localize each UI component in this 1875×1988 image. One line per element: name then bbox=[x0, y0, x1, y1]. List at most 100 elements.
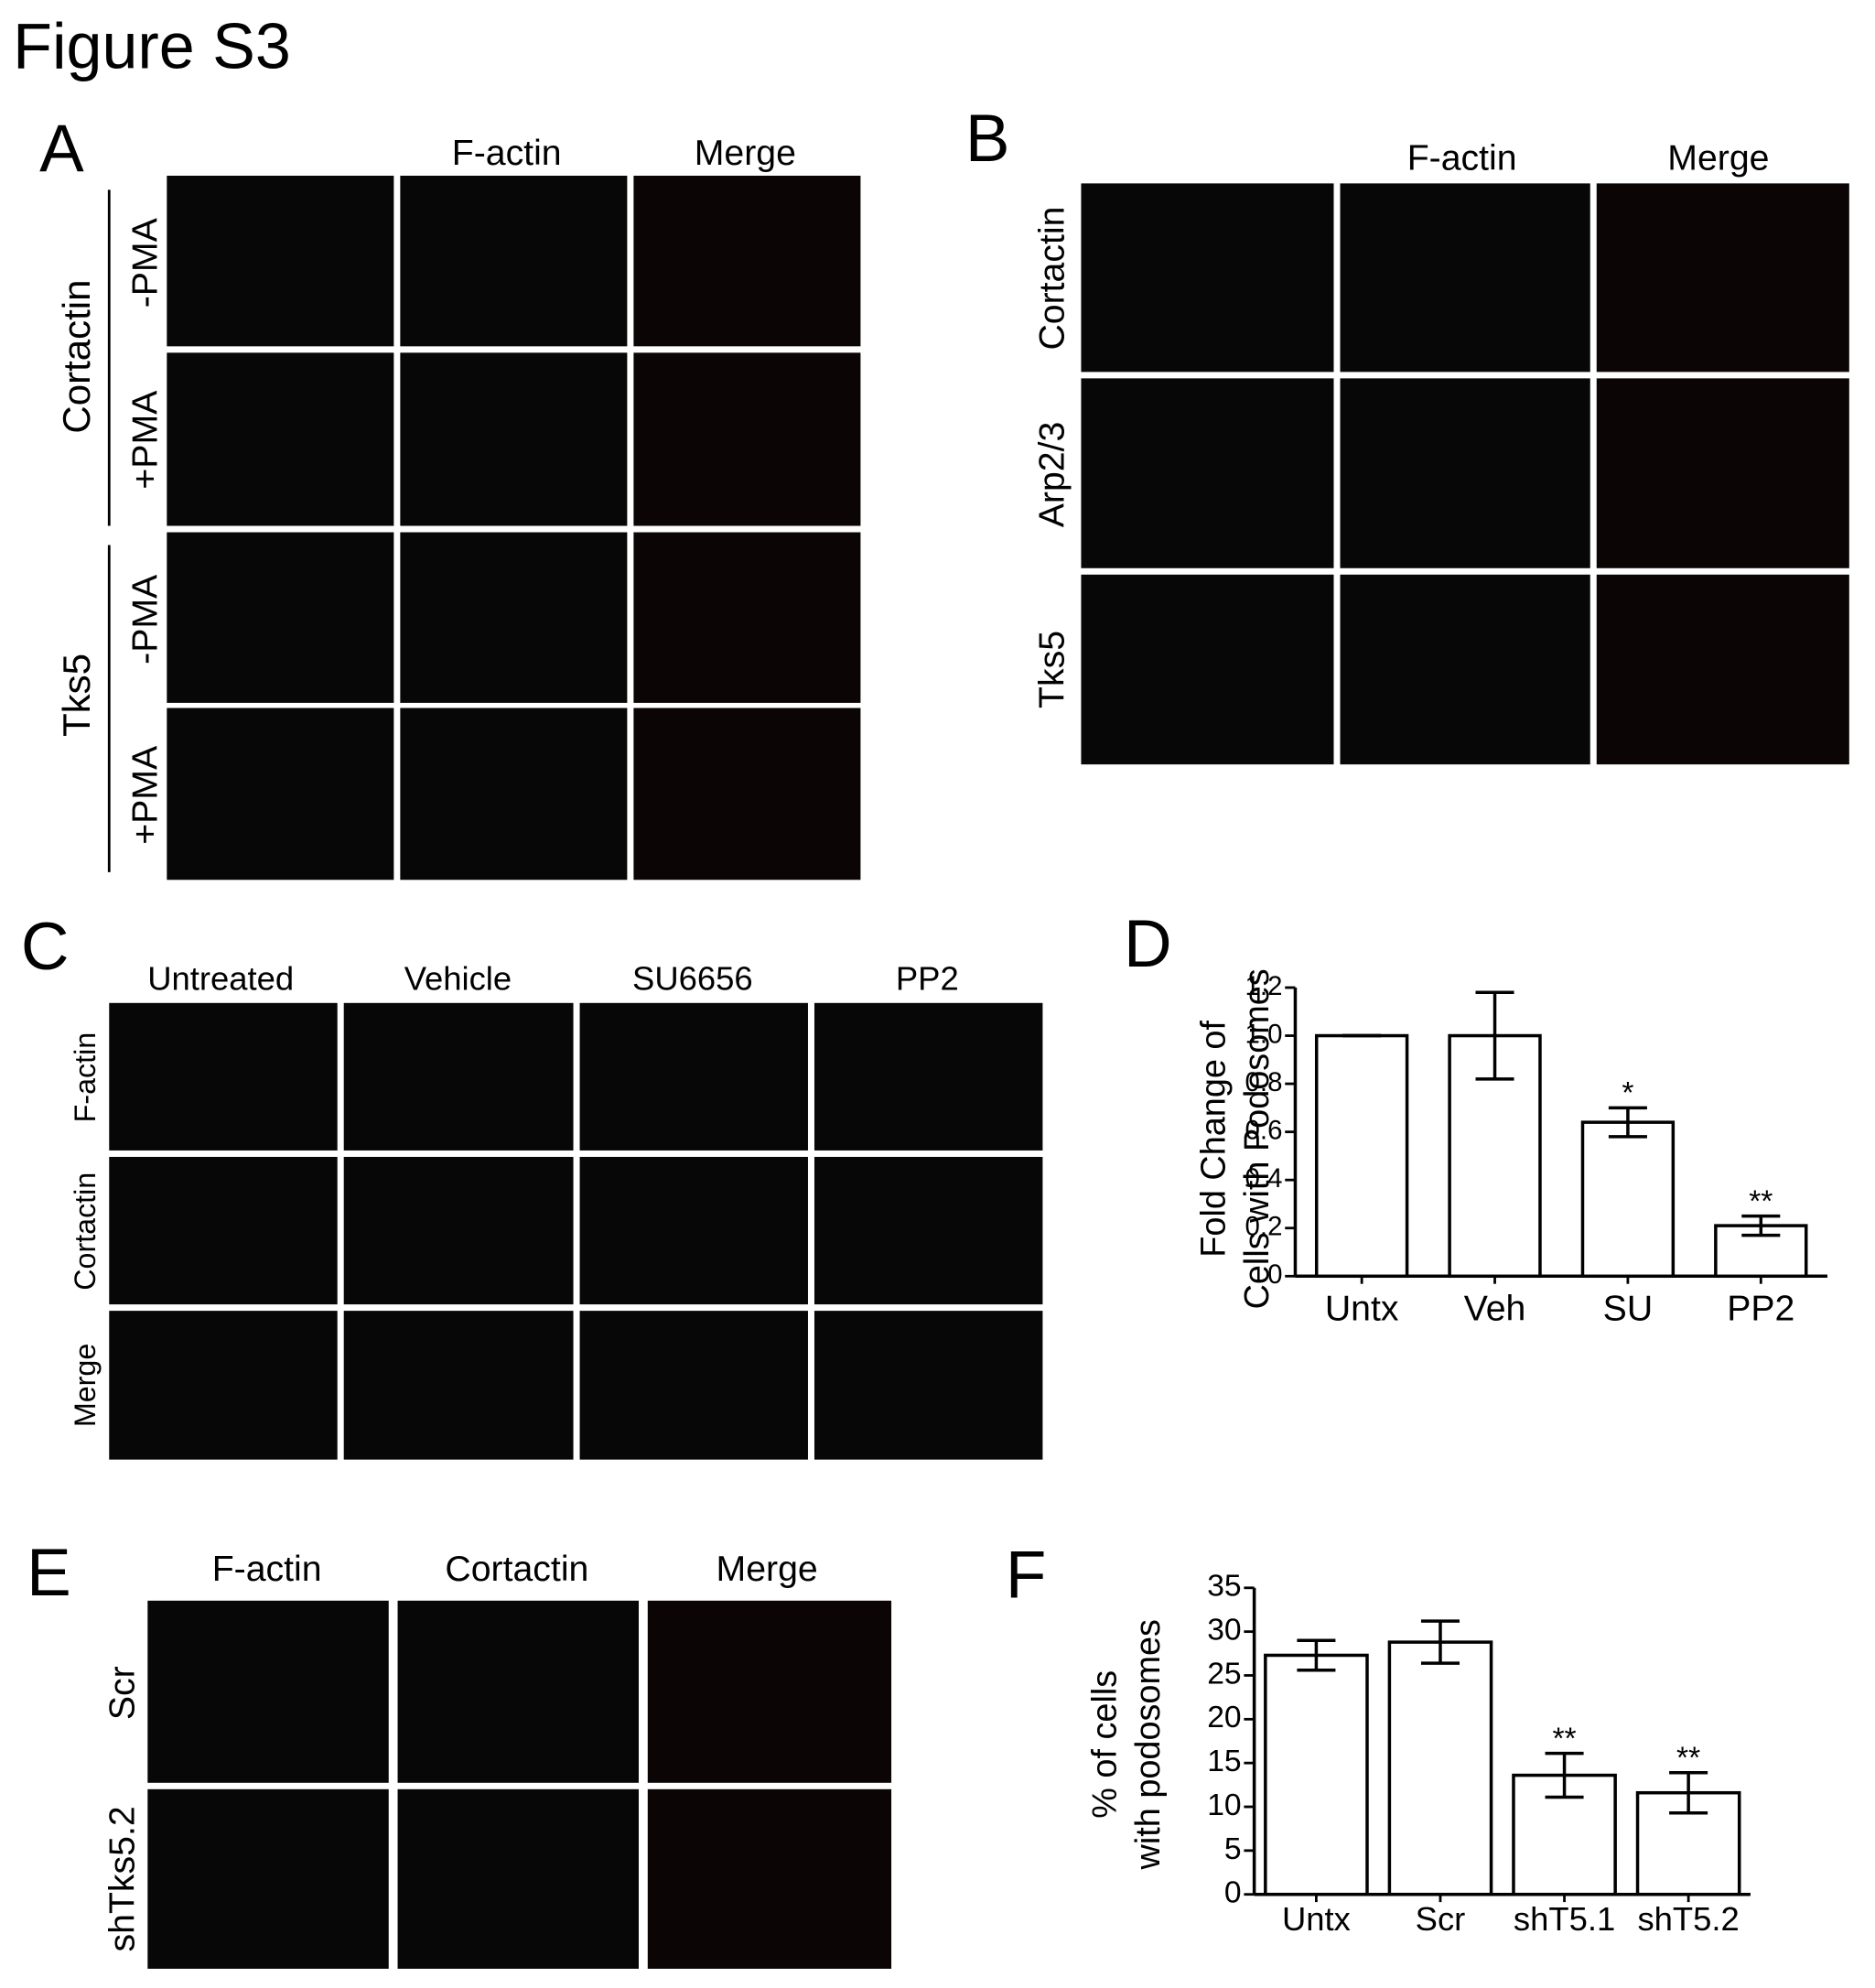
y-tick-label: 20 bbox=[1207, 1701, 1241, 1734]
micrograph bbox=[1081, 378, 1334, 568]
micrograph bbox=[167, 352, 394, 526]
row-label: -PMA bbox=[125, 574, 166, 664]
x-tick-label: SU bbox=[1603, 1288, 1653, 1328]
micrograph bbox=[167, 532, 394, 703]
micrograph bbox=[647, 1600, 892, 1783]
significance-label: ** bbox=[1676, 1742, 1700, 1776]
y-tick-label: 0.4 bbox=[1245, 1163, 1283, 1194]
micrograph bbox=[147, 1600, 389, 1783]
row-label: Merge bbox=[69, 1344, 102, 1427]
y-tick-label: 15 bbox=[1207, 1745, 1241, 1778]
micrograph bbox=[1596, 378, 1849, 568]
y-tick-label: 0.6 bbox=[1245, 1115, 1283, 1145]
row-label: +PMA bbox=[125, 745, 166, 845]
bar bbox=[1264, 1653, 1369, 1896]
row-label: -PMA bbox=[125, 217, 166, 308]
micrograph bbox=[109, 1156, 338, 1305]
y-tick-label: 0 bbox=[1267, 1259, 1282, 1290]
micrograph bbox=[814, 1002, 1043, 1151]
panel-label: D bbox=[1124, 907, 1172, 981]
y-tick-label: 0.8 bbox=[1245, 1067, 1283, 1097]
micrograph bbox=[147, 1788, 389, 1969]
micrograph bbox=[109, 1311, 338, 1460]
micrograph bbox=[397, 1600, 639, 1783]
column-label: Cortactin bbox=[445, 1549, 588, 1589]
y-tick-label: 35 bbox=[1207, 1570, 1241, 1604]
x-tick-label: PP2 bbox=[1727, 1288, 1794, 1328]
column-label: Vehicle bbox=[404, 960, 512, 998]
micrograph bbox=[1081, 574, 1334, 765]
micrograph bbox=[400, 175, 628, 347]
row-label: +PMA bbox=[125, 390, 166, 490]
micrograph bbox=[647, 1788, 892, 1969]
micrograph bbox=[167, 175, 394, 347]
y-tick-label: 0.2 bbox=[1245, 1212, 1283, 1242]
bar bbox=[1580, 1120, 1676, 1279]
y-tick-label: 1.2 bbox=[1245, 971, 1283, 1001]
y-tick-label: 25 bbox=[1207, 1657, 1241, 1691]
figure-title: Figure S3 bbox=[13, 11, 291, 82]
micrograph bbox=[633, 532, 861, 703]
micrograph bbox=[400, 352, 628, 526]
y-axis-label: % of cells bbox=[1085, 1670, 1124, 1819]
column-label: SU6656 bbox=[632, 960, 753, 998]
panel-label: B bbox=[965, 102, 1010, 176]
row-label: shTks5.2 bbox=[102, 1806, 142, 1951]
micrograph bbox=[1596, 574, 1849, 765]
column-label: F-actin bbox=[452, 133, 562, 173]
panel-label: F bbox=[1006, 1539, 1047, 1613]
micrograph bbox=[167, 708, 394, 881]
column-label: F-actin bbox=[212, 1549, 322, 1589]
micrograph bbox=[1340, 378, 1590, 568]
x-tick-label: Veh bbox=[1464, 1288, 1526, 1328]
micrograph bbox=[633, 352, 861, 526]
micrograph bbox=[343, 1002, 574, 1151]
micrograph bbox=[579, 1156, 808, 1305]
micrograph bbox=[109, 1002, 338, 1151]
micrograph bbox=[579, 1311, 808, 1460]
column-label: Merge bbox=[717, 1549, 818, 1589]
micrograph bbox=[633, 175, 861, 347]
micrograph bbox=[633, 708, 861, 881]
micrograph bbox=[814, 1311, 1043, 1460]
column-label: Merge bbox=[1667, 138, 1769, 178]
y-axis-label: Cells with Podosomes bbox=[1238, 968, 1277, 1309]
panel-label: C bbox=[21, 910, 70, 984]
significance-label: ** bbox=[1749, 1184, 1773, 1218]
column-label: Merge bbox=[695, 133, 796, 173]
y-tick-label: 10 bbox=[1207, 1788, 1241, 1822]
column-label: F-actin bbox=[1407, 138, 1517, 178]
significance-label: ** bbox=[1552, 1723, 1576, 1756]
column-label: Untreated bbox=[147, 960, 294, 998]
micrograph bbox=[400, 532, 628, 703]
micrograph bbox=[343, 1156, 574, 1305]
bar bbox=[1314, 1033, 1409, 1279]
row-label: Scr bbox=[102, 1666, 142, 1720]
row-label: Cortactin bbox=[1031, 207, 1072, 351]
y-axis-label: with podosomes bbox=[1129, 1619, 1168, 1870]
micrograph bbox=[343, 1311, 574, 1460]
x-tick-label: shT5.1 bbox=[1514, 1900, 1615, 1938]
group-label: Tks5 bbox=[55, 654, 98, 737]
bar bbox=[1387, 1640, 1493, 1896]
row-label: Arp2/3 bbox=[1031, 422, 1072, 528]
micrograph bbox=[1340, 183, 1590, 373]
micrograph bbox=[1340, 574, 1590, 765]
row-label: Tks5 bbox=[1031, 631, 1072, 708]
significance-label: * bbox=[1622, 1076, 1633, 1110]
x-tick-label: Untx bbox=[1282, 1900, 1351, 1938]
row-label: Cortactin bbox=[69, 1172, 102, 1291]
row-label: F-actin bbox=[69, 1032, 102, 1122]
group-label: Cortactin bbox=[55, 279, 98, 433]
micrograph bbox=[579, 1002, 808, 1151]
y-tick-label: 30 bbox=[1207, 1614, 1241, 1648]
panel-label: A bbox=[39, 112, 84, 186]
x-tick-label: shT5.2 bbox=[1637, 1900, 1739, 1938]
y-tick-label: 1.0 bbox=[1245, 1019, 1283, 1049]
micrograph bbox=[400, 708, 628, 881]
y-tick-label: 5 bbox=[1224, 1832, 1242, 1866]
x-tick-label: Scr bbox=[1416, 1900, 1466, 1938]
column-label: PP2 bbox=[896, 960, 959, 998]
